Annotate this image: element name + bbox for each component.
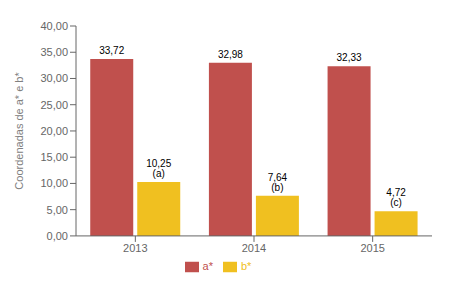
html-text:a*: a*: [202, 259, 213, 272]
svg-text:33,72: 33,72: [99, 45, 124, 56]
svg-text:7,64(b): 7,64(b): [268, 172, 288, 193]
svg-text:Coordenadas de a* e b*: Coordenadas de a* e b*: [13, 72, 25, 190]
svg-text:0,00: 0,00: [47, 230, 68, 242]
svg-text:4,72(c): 4,72(c): [386, 187, 406, 208]
svg-text:20,00: 20,00: [40, 125, 68, 137]
svg-text:2015: 2015: [360, 242, 384, 254]
svg-text:40,00: 40,00: [40, 20, 68, 32]
svg-text:10,25(a): 10,25(a): [146, 158, 171, 179]
svg-text:30,00: 30,00: [40, 72, 68, 84]
svg-text:25,00: 25,00: [40, 99, 68, 111]
svg-text:15,00: 15,00: [40, 151, 68, 163]
svg-text:5,00: 5,00: [47, 204, 68, 216]
svg-text:32,98: 32,98: [218, 49, 243, 60]
svg-text:2014: 2014: [242, 242, 266, 254]
svg-text:2013: 2013: [123, 242, 147, 254]
svg-text:32,33: 32,33: [337, 52, 362, 63]
svg-text:10,00: 10,00: [40, 177, 68, 189]
svg-text:35,00: 35,00: [40, 46, 68, 58]
html-text:b*: b*: [241, 259, 252, 272]
